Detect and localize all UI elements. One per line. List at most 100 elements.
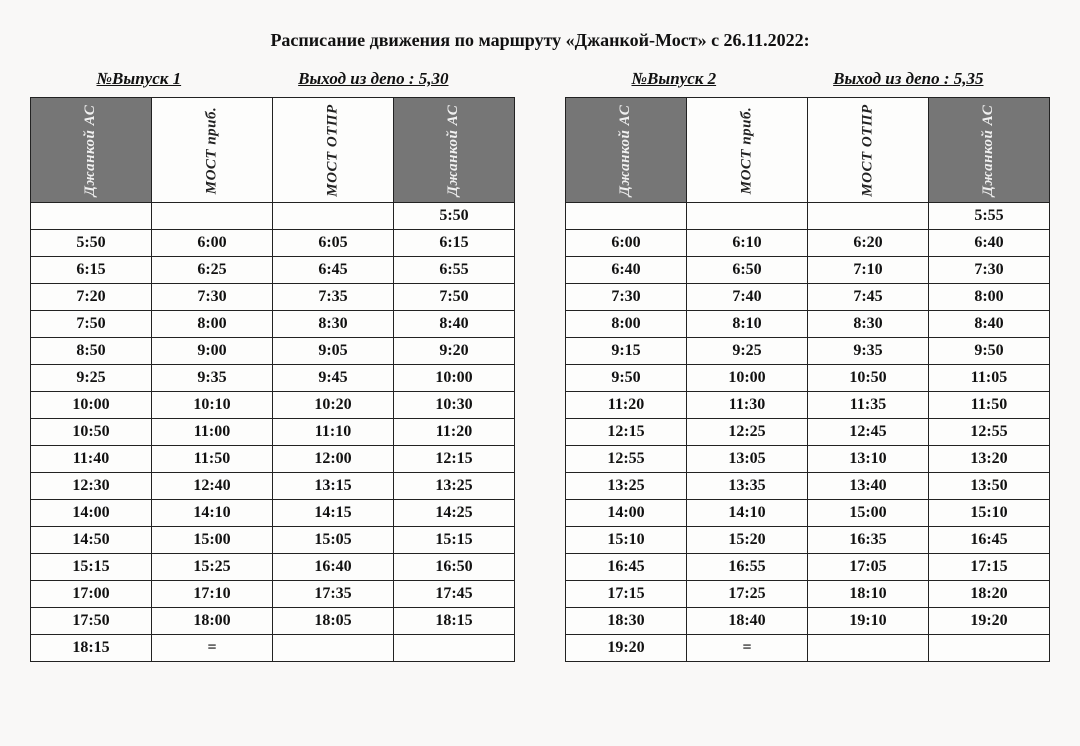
table-cell: 7:30 — [152, 284, 273, 311]
table-cell: 17:45 — [394, 581, 515, 608]
table-cell: 15:15 — [394, 527, 515, 554]
table-cell: 7:40 — [687, 284, 808, 311]
table-row: 9:5010:0010:5011:05 — [566, 365, 1050, 392]
table-cell — [273, 203, 394, 230]
table-cell: 14:00 — [566, 500, 687, 527]
table-cell — [808, 203, 929, 230]
table-cell: 18:00 — [152, 608, 273, 635]
table-cell: 11:05 — [929, 365, 1050, 392]
table-cell: 12:40 — [152, 473, 273, 500]
table-cell: 7:10 — [808, 257, 929, 284]
table-row: 5:55 — [566, 203, 1050, 230]
table-cell: 10:00 — [31, 392, 152, 419]
table-cell: 18:15 — [394, 608, 515, 635]
panel-2-depot-label: Выход из депо : 5,35 — [833, 69, 983, 89]
table-cell: 14:10 — [687, 500, 808, 527]
table-cell: 8:00 — [566, 311, 687, 338]
table-cell: 14:15 — [273, 500, 394, 527]
table-cell: 8:00 — [929, 284, 1050, 311]
table-cell: 10:30 — [394, 392, 515, 419]
table-cell: 8:40 — [929, 311, 1050, 338]
table-cell: 12:55 — [566, 446, 687, 473]
table-row: 14:0014:1014:1514:25 — [31, 500, 515, 527]
table-cell: 9:00 — [152, 338, 273, 365]
table-cell: 11:20 — [394, 419, 515, 446]
table-cell: 10:00 — [687, 365, 808, 392]
table-cell: 18:30 — [566, 608, 687, 635]
table-cell: 7:45 — [808, 284, 929, 311]
table-cell: 17:35 — [273, 581, 394, 608]
table-cell: 13:20 — [929, 446, 1050, 473]
table-cell: 11:50 — [152, 446, 273, 473]
table-cell: 13:40 — [808, 473, 929, 500]
panel-1: №Выпуск 1 Выход из депо : 5,30 Джанкой А… — [30, 69, 515, 662]
col-header-dzhankoy-as-1b: Джанкой АС — [566, 98, 687, 203]
table-cell: 12:15 — [394, 446, 515, 473]
table-cell: 9:50 — [566, 365, 687, 392]
table-cell: 13:50 — [929, 473, 1050, 500]
table-cell: 9:05 — [273, 338, 394, 365]
table-row: 12:1512:2512:4512:55 — [566, 419, 1050, 446]
table-cell: 17:05 — [808, 554, 929, 581]
table-cell — [929, 635, 1050, 662]
table-cell — [687, 203, 808, 230]
table-cell: 5:50 — [394, 203, 515, 230]
table-cell: 12:00 — [273, 446, 394, 473]
table-cell: 6:05 — [273, 230, 394, 257]
table-cell: 15:05 — [273, 527, 394, 554]
table-cell: 7:50 — [31, 311, 152, 338]
table-row: 9:259:359:4510:00 — [31, 365, 515, 392]
table-row: 10:5011:0011:1011:20 — [31, 419, 515, 446]
panel-2-issue-label: №Выпуск 2 — [632, 69, 717, 89]
table-cell: 8:40 — [394, 311, 515, 338]
table-cell: 19:10 — [808, 608, 929, 635]
table-row: 18:3018:4019:1019:20 — [566, 608, 1050, 635]
schedule-panels: №Выпуск 1 Выход из депо : 5,30 Джанкой А… — [30, 69, 1050, 662]
table-cell: 17:10 — [152, 581, 273, 608]
table-cell: 19:20 — [566, 635, 687, 662]
table-cell: 15:00 — [808, 500, 929, 527]
panel-1-header: №Выпуск 1 Выход из депо : 5,30 — [30, 69, 515, 89]
table-cell: 13:05 — [687, 446, 808, 473]
table-cell — [152, 203, 273, 230]
schedule-table-2: Джанкой АС МОСТ приб. МОСТ ОТПР Джанкой … — [565, 97, 1050, 662]
table-cell: 15:20 — [687, 527, 808, 554]
panel-2: №Выпуск 2 Выход из депо : 5,35 Джанкой А… — [565, 69, 1050, 662]
table-row: 12:5513:0513:1013:20 — [566, 446, 1050, 473]
table-cell: 12:30 — [31, 473, 152, 500]
table-cell: 8:30 — [273, 311, 394, 338]
table-cell: 18:40 — [687, 608, 808, 635]
col-header-most-otpr-1: МОСТ ОТПР — [273, 98, 394, 203]
col-header-dzhankoy-as-2: Джанкой АС — [394, 98, 515, 203]
table-cell: = — [152, 635, 273, 662]
table-cell: 19:20 — [929, 608, 1050, 635]
col-header-dzhankoy-as-2b: Джанкой АС — [929, 98, 1050, 203]
table-cell: 5:55 — [929, 203, 1050, 230]
table-cell: 10:00 — [394, 365, 515, 392]
table-cell — [31, 203, 152, 230]
table-cell: 17:15 — [566, 581, 687, 608]
table-cell: 6:00 — [566, 230, 687, 257]
table-cell: 7:35 — [273, 284, 394, 311]
table-cell: = — [687, 635, 808, 662]
table-cell: 6:25 — [152, 257, 273, 284]
table-cell: 11:00 — [152, 419, 273, 446]
table-cell: 11:35 — [808, 392, 929, 419]
table-cell: 6:40 — [566, 257, 687, 284]
table-row: 12:3012:4013:1513:25 — [31, 473, 515, 500]
table-row: 19:20= — [566, 635, 1050, 662]
table-cell: 17:00 — [31, 581, 152, 608]
table-cell: 6:15 — [394, 230, 515, 257]
table-cell: 8:50 — [31, 338, 152, 365]
table-cell: 8:00 — [152, 311, 273, 338]
table-cell: 17:25 — [687, 581, 808, 608]
table-cell: 14:00 — [31, 500, 152, 527]
table-row: 11:2011:3011:3511:50 — [566, 392, 1050, 419]
table-row: 17:0017:1017:3517:45 — [31, 581, 515, 608]
table-cell: 6:00 — [152, 230, 273, 257]
table-cell: 9:20 — [394, 338, 515, 365]
table-cell: 14:10 — [152, 500, 273, 527]
table-cell: 11:30 — [687, 392, 808, 419]
col-header-most-otpr-1b: МОСТ ОТПР — [808, 98, 929, 203]
table-cell: 14:50 — [31, 527, 152, 554]
